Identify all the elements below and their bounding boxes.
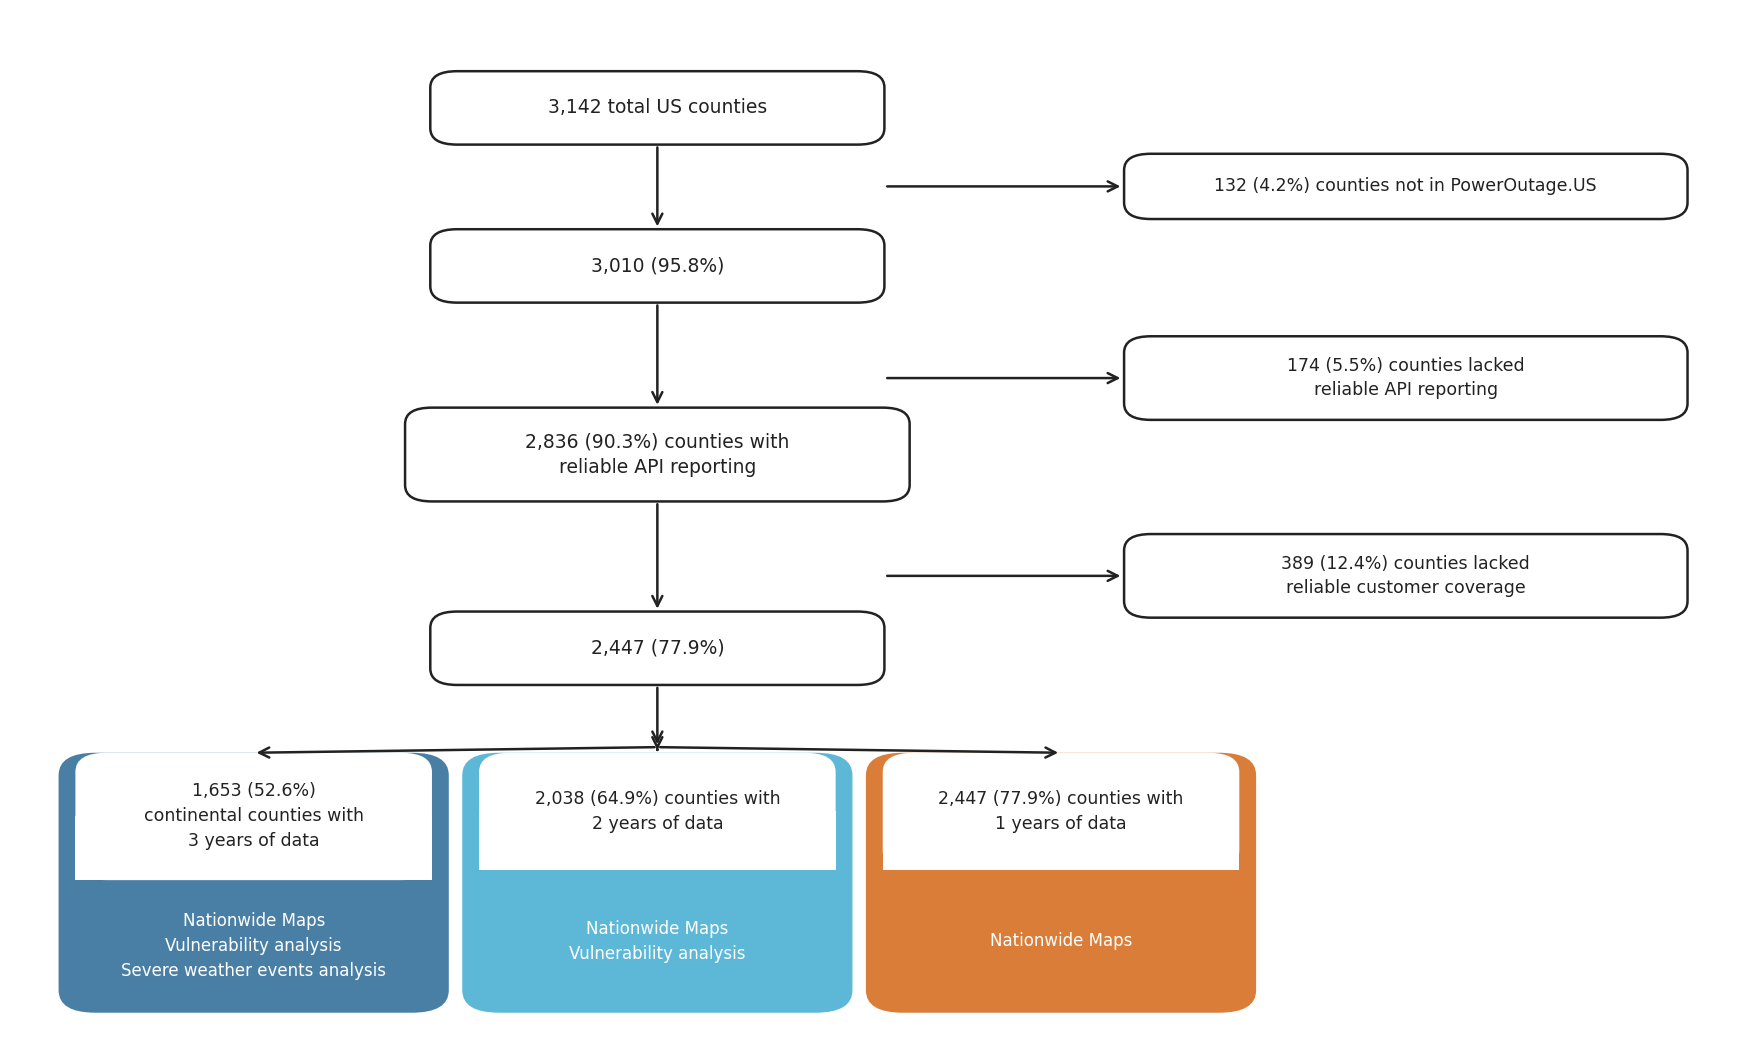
Text: Nationwide Maps
Vulnerability analysis
Severe weather events analysis: Nationwide Maps Vulnerability analysis S… xyxy=(121,912,385,980)
Text: 2,038 (64.9%) counties with
2 years of data: 2,038 (64.9%) counties with 2 years of d… xyxy=(534,790,780,833)
FancyBboxPatch shape xyxy=(1125,534,1687,618)
FancyBboxPatch shape xyxy=(478,753,836,870)
FancyBboxPatch shape xyxy=(1125,337,1687,419)
Text: 3,142 total US counties: 3,142 total US counties xyxy=(548,99,767,118)
FancyBboxPatch shape xyxy=(431,71,885,144)
Text: Nationwide Maps
Vulnerability analysis: Nationwide Maps Vulnerability analysis xyxy=(569,920,746,963)
FancyBboxPatch shape xyxy=(1125,154,1687,219)
Text: 389 (12.4%) counties lacked
reliable customer coverage: 389 (12.4%) counties lacked reliable cus… xyxy=(1281,554,1529,597)
Bar xyxy=(883,811,1239,870)
FancyBboxPatch shape xyxy=(463,753,853,1013)
Text: 132 (4.2%) counties not in PowerOutage.US: 132 (4.2%) counties not in PowerOutage.U… xyxy=(1214,177,1598,195)
Text: 2,836 (90.3%) counties with
reliable API reporting: 2,836 (90.3%) counties with reliable API… xyxy=(526,432,790,477)
Bar xyxy=(478,811,836,870)
FancyBboxPatch shape xyxy=(405,408,909,501)
FancyBboxPatch shape xyxy=(431,229,885,303)
Text: 3,010 (95.8%): 3,010 (95.8%) xyxy=(590,256,724,275)
Bar xyxy=(75,817,433,880)
Text: 2,447 (77.9%) counties with
1 years of data: 2,447 (77.9%) counties with 1 years of d… xyxy=(939,790,1184,833)
FancyBboxPatch shape xyxy=(865,753,1256,1013)
FancyBboxPatch shape xyxy=(431,612,885,685)
FancyBboxPatch shape xyxy=(75,753,433,880)
FancyBboxPatch shape xyxy=(58,753,449,1013)
Text: 174 (5.5%) counties lacked
reliable API reporting: 174 (5.5%) counties lacked reliable API … xyxy=(1288,357,1524,399)
Text: 1,653 (52.6%)
continental counties with
3 years of data: 1,653 (52.6%) continental counties with … xyxy=(144,783,364,851)
Text: Nationwide Maps: Nationwide Maps xyxy=(990,932,1132,950)
FancyBboxPatch shape xyxy=(883,753,1239,870)
Text: 2,447 (77.9%): 2,447 (77.9%) xyxy=(590,638,724,657)
